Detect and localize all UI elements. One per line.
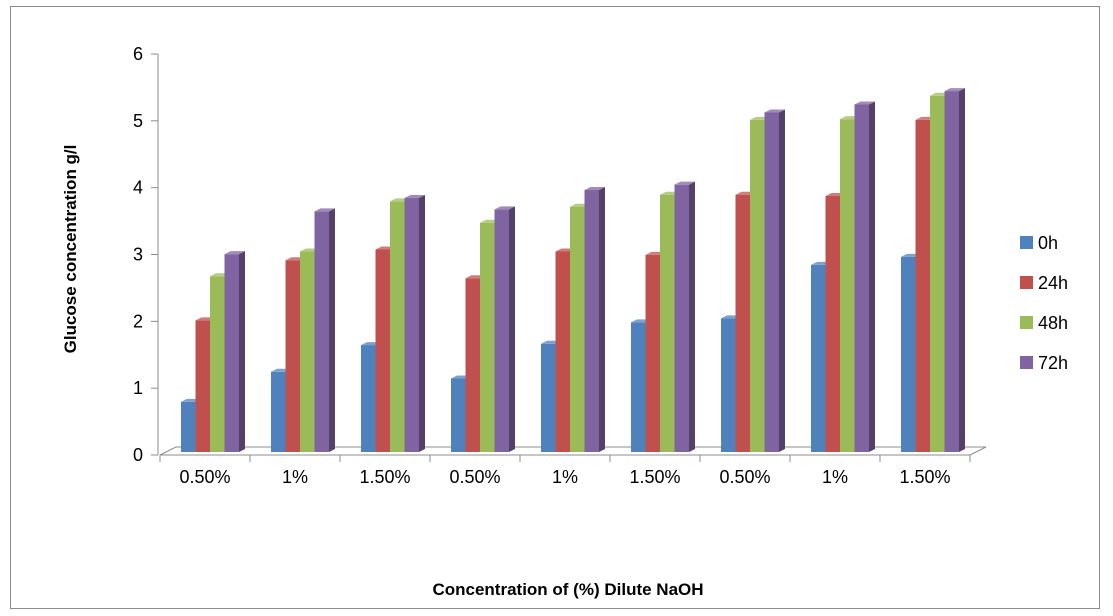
- bar-top: [224, 251, 245, 255]
- legend-item-48h: 48h: [1020, 313, 1068, 333]
- bar-side: [329, 208, 335, 452]
- legend-label: 48h: [1038, 313, 1068, 333]
- bar-top: [674, 181, 695, 185]
- bar-front: [390, 201, 405, 452]
- bar-front: [750, 119, 765, 453]
- bar-front: [944, 91, 959, 452]
- bar-72h-6: [674, 181, 695, 452]
- bar-top: [494, 206, 515, 210]
- x-tick-label: 0.50%: [719, 467, 770, 487]
- bar-72h-5: [584, 187, 605, 452]
- bar-front: [901, 256, 916, 452]
- bar-72h-1: [224, 251, 245, 452]
- y-tick-label: 4: [133, 178, 143, 198]
- y-tick-label: 2: [133, 311, 143, 331]
- axes: 0 1 2 3 4 5 6 0.50% 1% 1.50% 0.50% 1% 1.50% 0.50% 1% 1.…: [133, 44, 971, 487]
- x-tick-label: 1%: [282, 467, 308, 487]
- legend-item-24h: 24h: [1020, 273, 1068, 293]
- x-tick-label: 0.50%: [179, 467, 230, 487]
- bar-front: [181, 401, 196, 452]
- legend-swatch: [1020, 316, 1033, 329]
- bar-front: [465, 278, 480, 452]
- bar-front: [721, 318, 736, 452]
- bar-72h-7: [764, 109, 785, 452]
- y-tick-label: 1: [133, 378, 143, 398]
- bar-front: [285, 260, 300, 452]
- y-tick-label: 0: [133, 445, 143, 465]
- legend-swatch: [1020, 276, 1033, 289]
- bar-front: [494, 209, 509, 452]
- legend-swatch: [1020, 356, 1033, 369]
- bar-side: [239, 251, 245, 452]
- bar-side: [959, 88, 965, 452]
- bar-72h-4: [494, 206, 515, 452]
- x-axis-title: Concentration of (%) Dilute NaOH: [432, 580, 703, 599]
- bar-front: [224, 254, 239, 452]
- x-tick-label: 1.50%: [629, 467, 680, 487]
- bar-front: [314, 211, 329, 452]
- bar-front: [451, 378, 466, 452]
- bar-side: [509, 206, 515, 452]
- bar-72h-9: [944, 88, 965, 452]
- bar-side: [689, 181, 695, 452]
- bar-72h-8: [854, 101, 875, 452]
- bar-side: [869, 101, 875, 452]
- bar-front: [584, 190, 599, 452]
- x-tick-label: 0.50%: [449, 467, 500, 487]
- legend-label: 0h: [1038, 233, 1058, 253]
- bar-front: [480, 222, 495, 452]
- bar-front: [764, 112, 779, 452]
- bar-side: [419, 195, 425, 453]
- x-tick-label: 1.50%: [359, 467, 410, 487]
- bar-front: [570, 206, 585, 452]
- y-tick-label: 6: [133, 44, 143, 64]
- bar-top: [404, 195, 425, 199]
- x-tick-label: 1%: [552, 467, 578, 487]
- bar-front: [195, 320, 210, 452]
- bar-front: [854, 104, 869, 452]
- bar-front: [210, 276, 225, 452]
- y-axis-title: Glucose concentration g/l: [61, 145, 80, 354]
- legend: 0h 24h 48h 72h: [1020, 233, 1068, 373]
- x-tick-label: 1%: [822, 467, 848, 487]
- bar-front: [811, 264, 826, 452]
- y-tick-label: 3: [133, 245, 143, 265]
- bar-front: [645, 254, 660, 452]
- legend-label: 72h: [1038, 353, 1068, 373]
- bars: [181, 88, 965, 453]
- legend-swatch: [1020, 236, 1033, 249]
- bar-front: [735, 194, 750, 453]
- y-tick-label: 5: [133, 111, 143, 131]
- x-tick-label: 1.50%: [899, 467, 950, 487]
- bar-front: [541, 343, 556, 452]
- legend-item-72h: 72h: [1020, 353, 1068, 373]
- bar-front: [361, 345, 376, 452]
- bar-side: [599, 187, 605, 452]
- bar-top: [314, 208, 335, 212]
- bar-top: [854, 101, 875, 105]
- bar-front: [660, 194, 675, 453]
- bar-side: [779, 109, 785, 452]
- bar-front: [930, 95, 945, 453]
- bar-top: [944, 88, 965, 92]
- bar-front: [375, 249, 390, 452]
- bar-front: [631, 322, 646, 452]
- bar-top: [764, 109, 785, 113]
- bar-top: [584, 187, 605, 191]
- bar-front: [555, 251, 570, 452]
- bar-72h-3: [404, 195, 425, 453]
- bar-front: [915, 119, 930, 453]
- legend-label: 24h: [1038, 273, 1068, 293]
- bar-72h-2: [314, 208, 335, 452]
- bar-front: [840, 119, 855, 453]
- bar-front: [300, 251, 315, 452]
- bar-front: [271, 371, 286, 452]
- bar-front: [674, 184, 689, 452]
- bar-front: [825, 196, 840, 452]
- legend-item-0h: 0h: [1020, 233, 1058, 253]
- bar-front: [404, 198, 419, 452]
